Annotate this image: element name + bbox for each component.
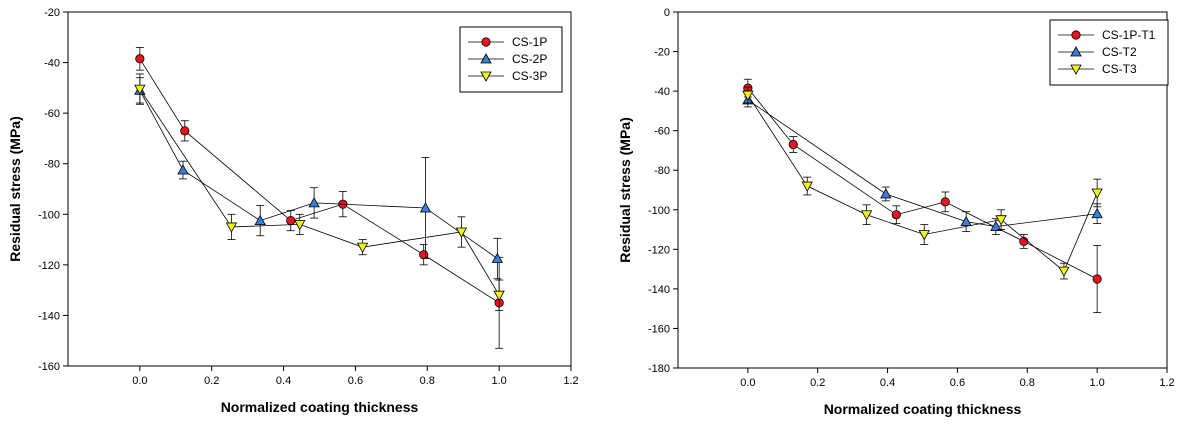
y-tick-label: -20 [654,47,670,59]
legend-marker [480,53,492,64]
series-line [139,88,500,296]
plot-frame [677,11,1168,369]
legend-marker [1071,30,1081,40]
y-axis-label: Residual stress (MPa) [7,116,23,262]
y-tick-label: -100 [38,209,60,221]
data-point [419,202,432,213]
x-tick-label: 0.6 [348,375,363,387]
y-tick-label: -140 [38,310,60,322]
legend: CS-1P CS-2P CS-3P [459,26,563,93]
series-cs-t3 [742,86,1103,280]
legend-box [459,26,563,93]
data-point [860,210,873,221]
legend-box [1049,19,1169,86]
x-tick-label: 0.0 [132,375,147,387]
data-point [1091,188,1103,199]
x-tick-label: 0.4 [276,375,291,387]
x-tick-label: 0.4 [880,377,895,389]
x-axis-label: Normalized coating thickness [824,401,1022,417]
y-axis-label: Residual stress (MPa) [617,117,633,263]
x-tick-label: 1.0 [491,375,506,387]
legend-marker [480,71,492,82]
residual-stress-chart-right: 0 -20 -40 -60 -80 -100 -120 -140 -160 -180 0.0 0.2 0… [617,7,1175,417]
residual-stress-chart-left: -20 -40 -60 -80 -100 -120 -140 -160 0.0 0.2 0.4 0.6… [7,7,579,415]
data-point [419,250,429,260]
legend-label: CS-1P-T1 [1102,28,1156,42]
data-point [493,290,505,302]
series-cs-t2 [742,92,1103,235]
data-point [254,214,266,226]
data-point [177,164,189,175]
data-point [995,215,1007,226]
x-tick-label: 0.2 [204,375,219,387]
data-point [180,126,190,136]
data-point [918,230,930,241]
legend-label: CS-3P [512,69,547,83]
y-tick-label: -40 [44,58,60,70]
y-tick-label: -60 [44,108,60,120]
y-tick-label: -120 [648,244,670,256]
x-tick-label: 0.6 [950,377,965,389]
y-tick-label: -180 [648,363,670,375]
series-cs-3p [134,73,505,311]
data-point [1091,207,1103,219]
data-point [294,219,306,231]
series-line [747,87,1098,280]
data-point [1058,266,1070,277]
y-tick-label: -100 [648,205,670,217]
series-line [139,58,500,304]
data-point [742,90,754,101]
y-tick-label: -80 [44,159,60,171]
data-point [788,139,798,150]
data-point [801,181,813,192]
data-point [134,84,146,95]
legend-marker [481,37,491,47]
data-point [455,227,468,238]
data-point [891,210,901,220]
data-point [308,197,320,208]
x-tick-label: 0.2 [810,377,825,389]
y-tick-label: -140 [648,284,670,296]
legend-marker [1070,46,1082,57]
series-line [139,90,498,259]
legend: CS-1P-T1 CS-T2 CS-T3 [1049,19,1169,86]
x-tick-label: 1.2 [563,375,578,387]
data-point [135,54,145,64]
x-tick-label: 1.2 [1159,377,1174,389]
y-tick-label: -160 [38,361,60,373]
legend-label: CS-T2 [1102,45,1137,59]
legend-label: CS-1P [512,35,547,49]
data-point [960,215,972,227]
legend-label: CS-T3 [1102,62,1137,76]
y-tick-label: -120 [38,260,60,272]
y-tick-label: -60 [654,126,670,138]
data-point [880,188,892,199]
x-axis-label: Normalized coating thickness [221,399,419,415]
y-tick-label: -80 [654,165,670,177]
x-tick-label: 0.8 [420,375,435,387]
y-tick-label: -160 [648,323,670,335]
legend-marker [1070,64,1082,75]
x-tick-label: 0.0 [740,377,755,389]
x-tick-label: 0.8 [1020,377,1035,389]
data-point [286,216,296,226]
plot-frame [67,11,572,367]
x-tick-label: 1.0 [1089,377,1104,389]
series-cs-2p [134,77,504,280]
y-tick-label: 0 [664,7,670,19]
series-cs-1p-t1 [743,78,1102,314]
data-point [491,252,504,263]
series-cs-1p [135,47,504,349]
y-tick-label: -20 [44,7,60,19]
y-tick-label: -40 [654,86,670,98]
data-point [990,220,1002,231]
legend-label: CS-2P [512,52,547,66]
data-point [356,242,369,253]
data-point [1092,274,1102,284]
data-point [940,197,950,207]
data-point [225,222,238,233]
